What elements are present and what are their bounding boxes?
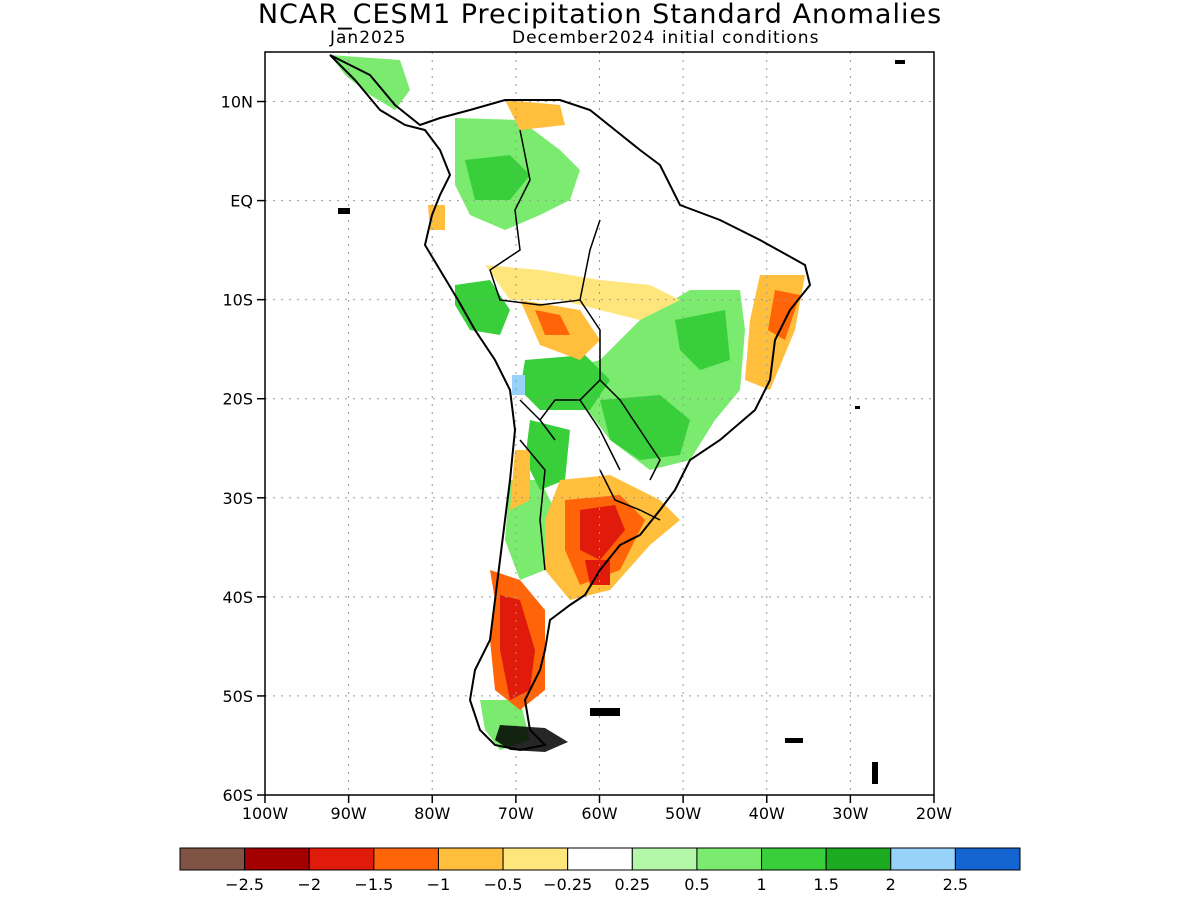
anomaly-region-ecuador-dry <box>428 205 445 230</box>
lon-tick-label: 70W <box>498 804 534 823</box>
map-panel: 10N EQ 10S 20S 30S 40S 50S 60S 100W 90W 80W 70W 60W… <box>221 51 952 823</box>
lon-tick-label: 20W <box>916 804 952 823</box>
colorbar-swatch <box>308 847 375 871</box>
anomaly-region-argentina-nw-wet <box>525 420 570 490</box>
colorbar-swatch <box>502 847 569 871</box>
coastline <box>329 54 812 752</box>
colorbar-swatch <box>631 847 698 871</box>
colorbar-label: 1.5 <box>813 875 838 894</box>
country-borders <box>489 129 661 571</box>
anomaly-region-chile-north-dry <box>510 450 530 510</box>
anomaly-region-patagonia-dry-core <box>500 595 535 700</box>
lat-tick-label: 60S <box>222 786 253 805</box>
anomaly-region-argentina-dry-core <box>580 505 625 560</box>
colorbar-label: 2 <box>886 875 896 894</box>
lat-tick-label: 40S <box>222 588 253 607</box>
lat-tick-label: EQ <box>230 192 253 211</box>
colorbar-swatch <box>825 847 892 871</box>
lat-tick-label: 30S <box>222 489 253 508</box>
tierra-del-fuego <box>495 725 568 752</box>
anomaly-region-lapaz-wet <box>520 355 610 410</box>
lat-tick-label: 50S <box>222 687 253 706</box>
colorbar-label: 0.25 <box>614 875 650 894</box>
map-title: NCAR_CESM1 Precipitation Standard Anomal… <box>257 0 943 30</box>
colorbar-swatch <box>567 847 633 871</box>
lon-tick-label: 50W <box>665 804 701 823</box>
initial-conditions-label: December2024 initial conditions <box>512 28 820 48</box>
lon-tick-label: 60W <box>581 804 617 823</box>
colorbar-swatch <box>437 847 504 871</box>
colorbar-label: −0.25 <box>543 875 592 894</box>
anomaly-region-bolivia-dry-core <box>535 310 570 335</box>
colorbar-label: −1 <box>427 875 451 894</box>
anomaly-region-peru-wet <box>455 280 510 335</box>
colorbar-label: 0.5 <box>684 875 709 894</box>
colorbar-swatch <box>761 847 827 871</box>
anomaly-region-north-wet-core <box>465 155 530 200</box>
anomaly-region-ne-brazil-dry-core <box>768 290 800 340</box>
colorbar-label: 2.5 <box>943 875 968 894</box>
colorbar-label: −2.5 <box>225 875 264 894</box>
anomaly-region-altiplano-wet <box>512 375 525 395</box>
colorbar-label: 1 <box>756 875 766 894</box>
anomaly-region-brazil-wet-core <box>675 310 730 370</box>
lon-tick-label: 30W <box>832 804 868 823</box>
anomaly-region-amazon-dry <box>485 265 680 320</box>
latitude-axis: 10N EQ 10S 20S 30S 40S 50S 60S <box>221 93 265 805</box>
colorbar-label: −1.5 <box>354 875 393 894</box>
longitude-axis: 100W 90W 80W 70W 60W 50W 40W 30W 20W <box>242 795 952 823</box>
colorbar-swatch <box>244 847 310 871</box>
anomaly-region-venezuela-dry <box>505 100 565 130</box>
forecast-month: Jan2025 <box>330 28 407 48</box>
lon-tick-label: 40W <box>749 804 785 823</box>
colorbar-label: −0.5 <box>484 875 523 894</box>
colorbar-swatch <box>696 847 763 871</box>
anomaly-region-central-america-wet <box>330 55 410 110</box>
anomaly-shading <box>330 55 805 750</box>
colorbar-swatch <box>954 847 1021 871</box>
lon-tick-label: 90W <box>331 804 367 823</box>
colorbar: −2.5 −2 −1.5 −1 −0.5 −0.25 0.25 0.5 1 1.5 2 2.5 <box>179 847 1021 894</box>
lon-tick-label: 80W <box>414 804 450 823</box>
anomaly-region-paraguay-wet <box>600 395 690 460</box>
colorbar-swatch <box>890 847 956 871</box>
lat-tick-label: 20S <box>222 390 253 409</box>
colorbar-label: −2 <box>297 875 321 894</box>
colorbar-swatch <box>179 847 246 871</box>
colorbar-swatch <box>373 847 439 871</box>
islands <box>338 60 905 784</box>
lat-tick-label: 10S <box>222 291 253 310</box>
lon-tick-label: 100W <box>242 804 289 823</box>
lat-tick-label: 10N <box>221 93 253 112</box>
